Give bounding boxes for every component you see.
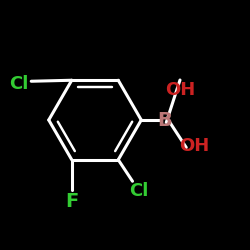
Text: OH: OH <box>165 81 195 99</box>
Text: B: B <box>158 110 172 130</box>
Text: OH: OH <box>178 137 209 155</box>
Text: F: F <box>65 192 78 211</box>
Text: Cl: Cl <box>129 182 148 200</box>
Text: Cl: Cl <box>9 75 29 93</box>
